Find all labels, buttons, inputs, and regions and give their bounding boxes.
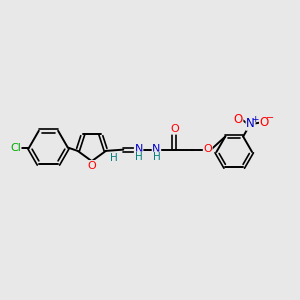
Text: H: H — [135, 152, 142, 162]
Text: Cl: Cl — [10, 142, 21, 152]
Text: −: − — [266, 113, 274, 123]
Text: N: N — [152, 144, 160, 154]
Text: O: O — [170, 124, 179, 134]
Text: +: + — [251, 115, 259, 124]
Text: O: O — [260, 116, 269, 129]
Text: H: H — [110, 153, 118, 163]
Text: O: O — [234, 113, 243, 126]
Text: N: N — [134, 144, 143, 154]
Text: O: O — [87, 160, 96, 171]
Text: N: N — [246, 117, 255, 130]
Text: H: H — [153, 152, 160, 162]
Text: O: O — [203, 144, 212, 154]
